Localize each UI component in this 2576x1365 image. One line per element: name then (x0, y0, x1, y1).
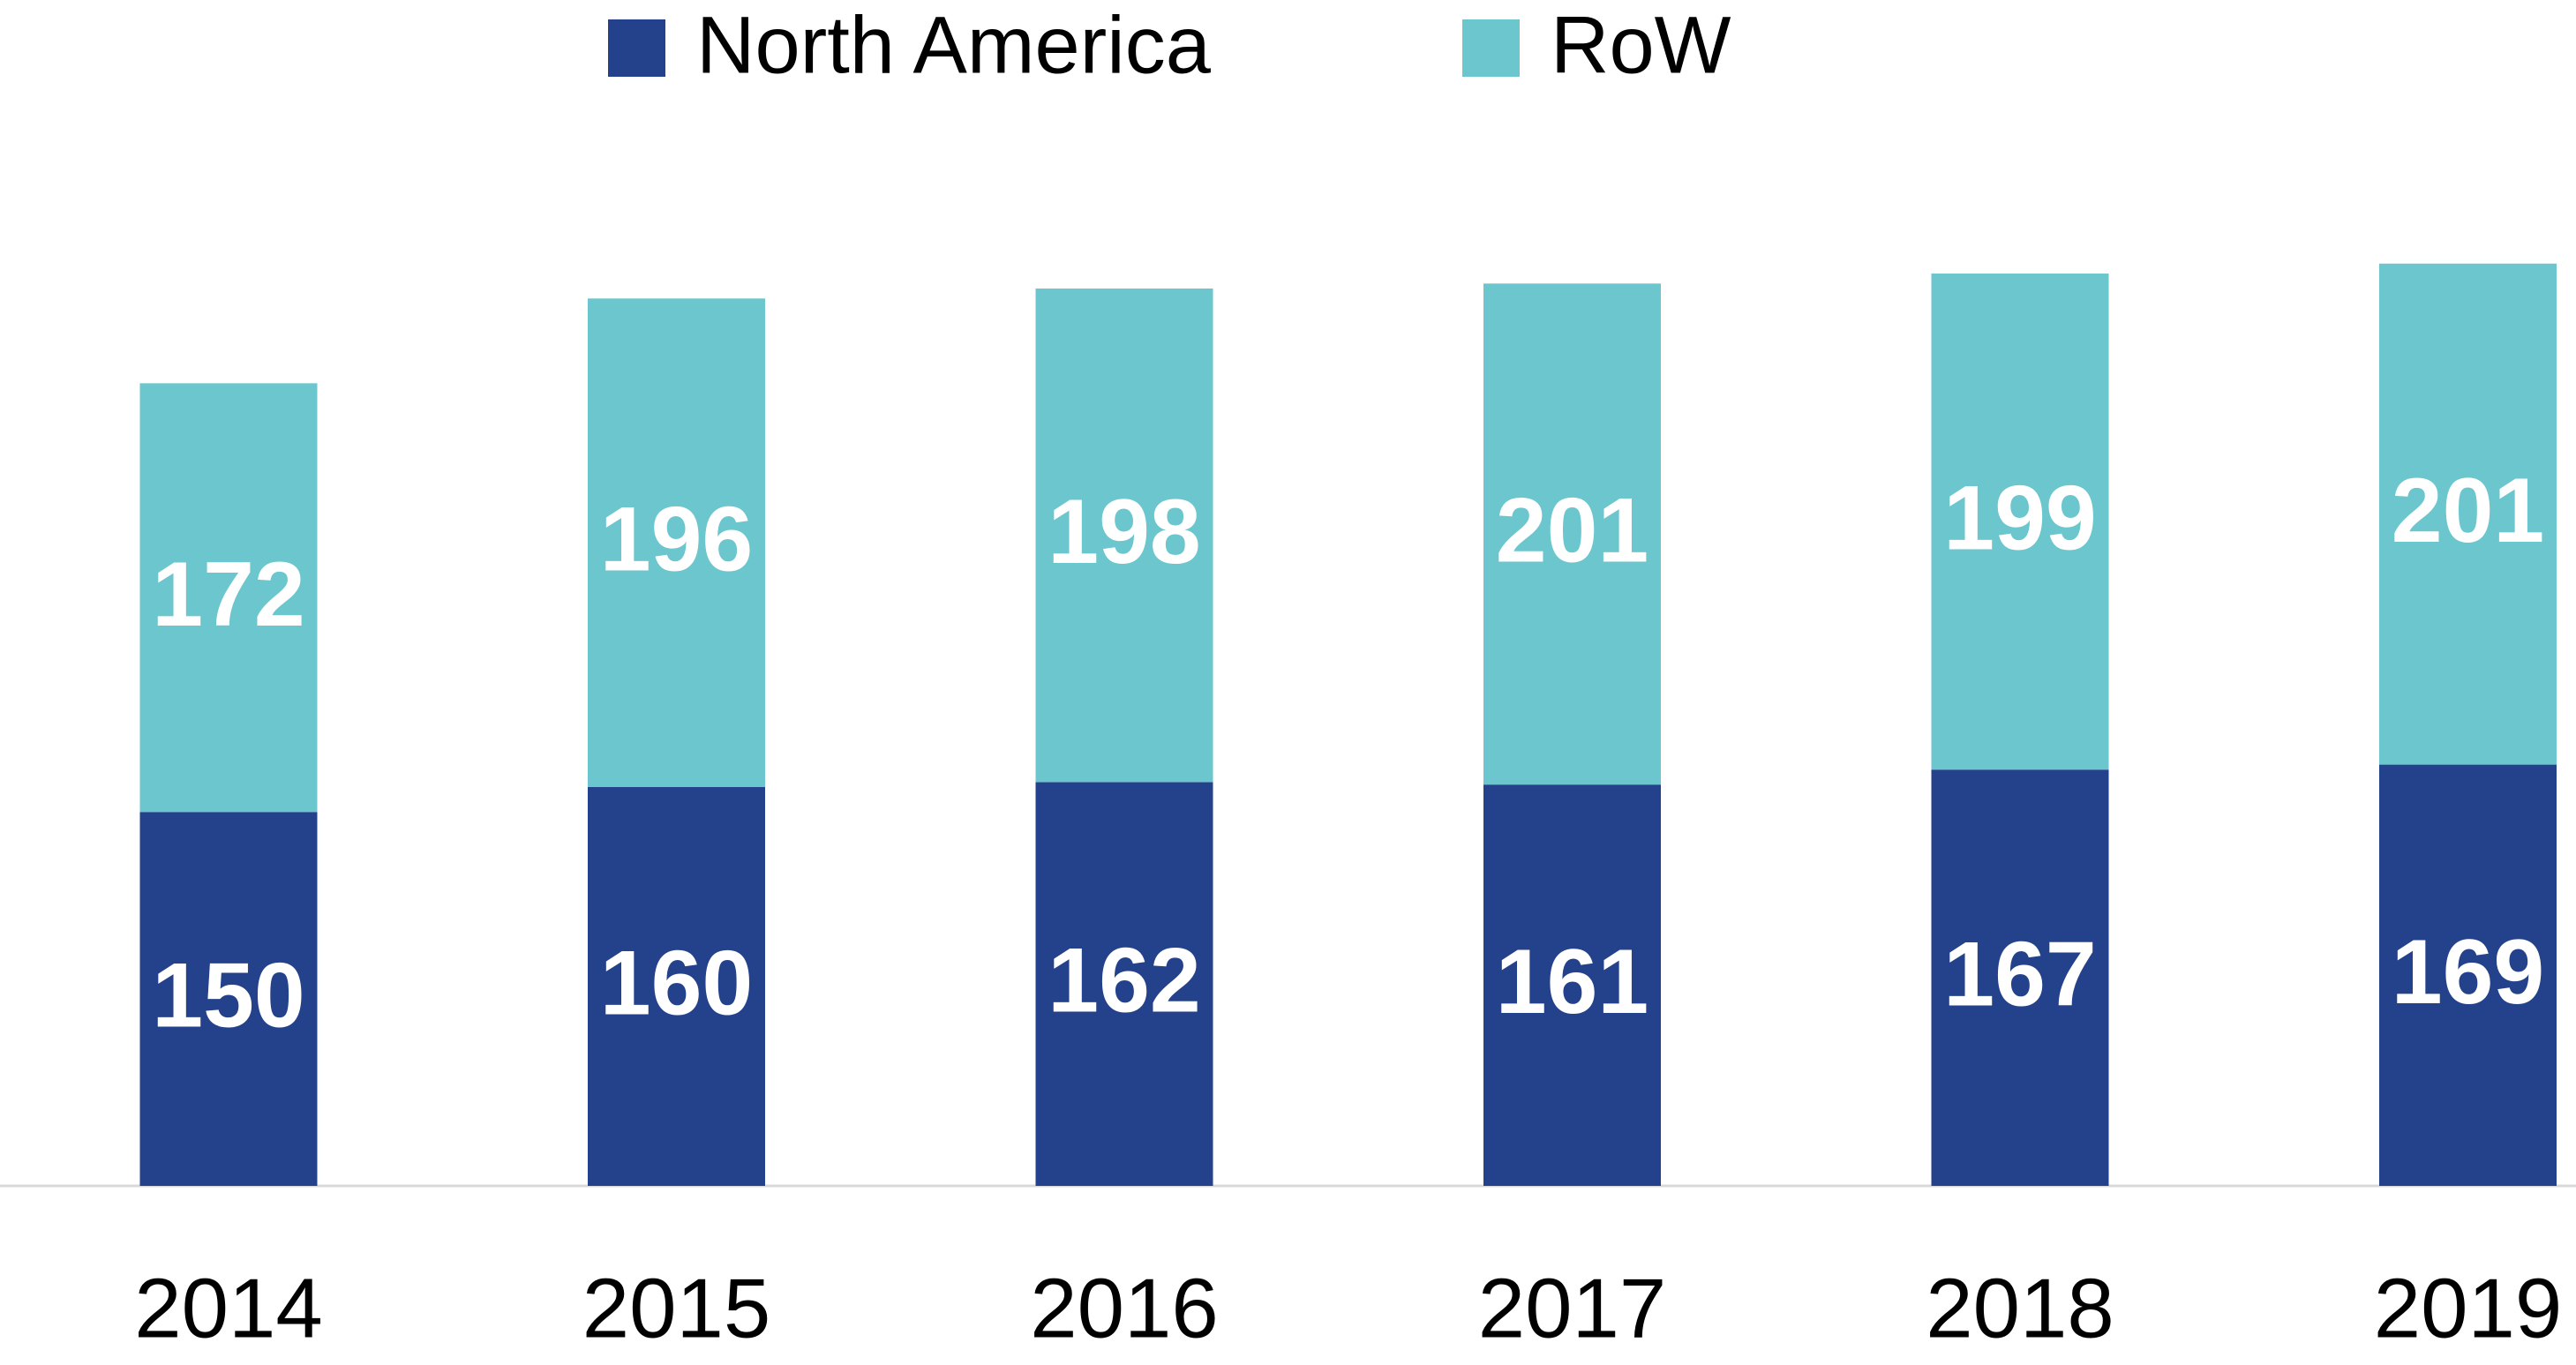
bar-segment (139, 812, 318, 1186)
bar-segment (1035, 782, 1213, 1186)
data-label: 160 (600, 932, 754, 1034)
legend-label: RoW (1551, 0, 1731, 90)
bar-segment (1035, 289, 1213, 783)
x-tick-label: 2016 (1030, 1261, 1219, 1355)
bar-segment (139, 383, 318, 813)
bar-segment (1931, 769, 2109, 1186)
legend-swatch (1462, 19, 1520, 77)
legend-swatch (608, 19, 665, 77)
x-tick-label: 2017 (1478, 1261, 1667, 1355)
data-label: 162 (1048, 930, 1201, 1032)
data-label: 201 (1496, 480, 1649, 582)
bar-segment (2379, 764, 2557, 1186)
data-label: 167 (1943, 924, 2097, 1026)
x-tick-label: 2014 (134, 1261, 323, 1355)
bar-segment (1483, 283, 1661, 785)
data-label: 198 (1048, 481, 1201, 583)
data-label: 172 (152, 544, 305, 646)
bar-segment (588, 298, 765, 787)
x-tick-label: 2018 (1926, 1261, 2114, 1355)
data-label: 196 (600, 489, 754, 591)
bar-segment (1483, 784, 1661, 1186)
data-label: 169 (2392, 921, 2545, 1024)
bar-segment (588, 787, 765, 1186)
data-label: 201 (2392, 460, 2545, 562)
x-tick-label: 2015 (582, 1261, 771, 1355)
bar-segment (1931, 274, 2109, 770)
bar-segment (2379, 263, 2557, 765)
data-label: 199 (1943, 468, 2097, 570)
x-tick-label: 2019 (2374, 1261, 2563, 1355)
data-label: 150 (152, 945, 305, 1047)
data-label: 161 (1496, 931, 1649, 1033)
legend-label: North America (696, 0, 1212, 90)
